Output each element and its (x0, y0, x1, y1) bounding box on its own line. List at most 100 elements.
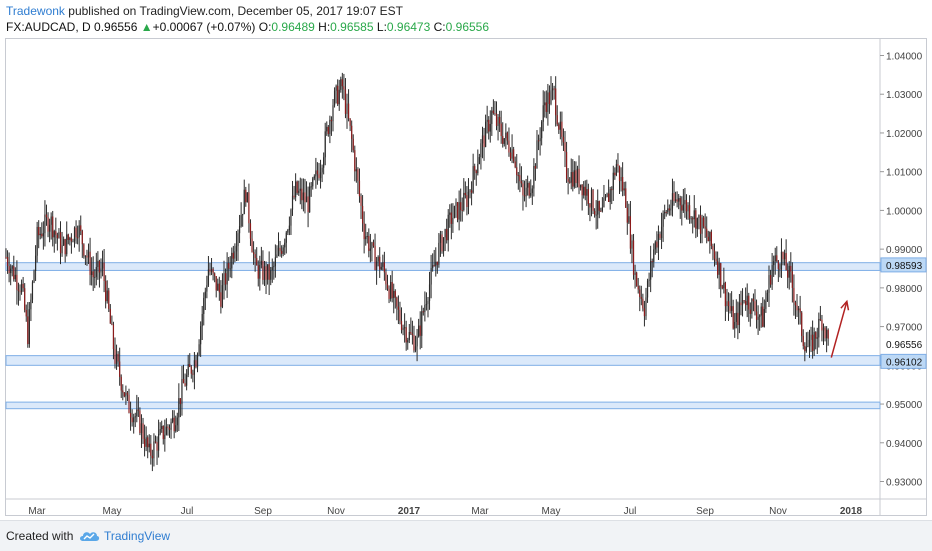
x-tick-label: Nov (769, 506, 787, 517)
candle-body (72, 241, 74, 243)
candle-body (333, 90, 336, 106)
candle-body (379, 256, 381, 270)
candle-body (49, 224, 51, 232)
candle-body (220, 292, 222, 307)
candle-body (204, 291, 206, 298)
candle-body (523, 195, 526, 197)
candle-body (50, 216, 52, 225)
x-tick-label: Mar (28, 506, 46, 517)
candle-body (489, 123, 491, 132)
candle-body (439, 234, 442, 243)
y-tick-label: 0.99000 (886, 245, 923, 256)
price-tag-box (881, 336, 926, 351)
candle-body (503, 138, 505, 144)
candle-body (617, 164, 619, 166)
candle-body (252, 252, 255, 255)
candle-body (103, 262, 105, 281)
candle-body (8, 266, 10, 274)
candle-body (561, 121, 563, 137)
candle-body (435, 261, 437, 267)
candle-body (221, 285, 224, 307)
candle-body (270, 270, 272, 280)
candle-body (137, 409, 139, 411)
candle-body (453, 206, 456, 218)
candle-body (737, 312, 739, 326)
candle-body (290, 209, 292, 226)
candle-body (499, 117, 501, 124)
candle-body (788, 265, 790, 278)
candle-body (606, 193, 608, 197)
candle-body (344, 89, 347, 114)
candle-body (404, 327, 406, 329)
candle-body (766, 292, 769, 301)
candle-body (34, 255, 37, 271)
candle-body (229, 268, 231, 270)
candle-body (569, 181, 571, 183)
candle-body (402, 327, 404, 331)
candle-body (594, 210, 596, 215)
x-tick-label: Jul (181, 506, 194, 517)
candle-body (726, 301, 728, 307)
x-tick-label: Jul (624, 506, 637, 517)
candle-body (542, 105, 544, 122)
candle-body (773, 261, 775, 266)
candle-body (260, 260, 262, 265)
candle-body (564, 142, 566, 152)
candle-body (383, 262, 385, 273)
candle-body (240, 215, 242, 227)
candle-body (601, 207, 603, 211)
x-tick-label: Sep (254, 506, 272, 517)
candle-body (807, 346, 809, 348)
candle-body (228, 262, 230, 269)
candle-body (422, 311, 424, 313)
candle-body (215, 276, 217, 291)
candle-body (198, 344, 200, 355)
symbol-info: FX:AUDCAD, D 0.96556 ▲+0.00067 (+0.07%) … (6, 19, 489, 35)
candle-body (419, 325, 421, 336)
candle-body (61, 245, 63, 254)
candle-body (271, 267, 273, 271)
chart-frame (5, 38, 927, 516)
candle-body (810, 334, 812, 340)
tradingview-cloud-icon[interactable] (78, 528, 100, 544)
candle-body (115, 353, 118, 364)
open-value: 0.96489 (271, 20, 315, 34)
candle-body (337, 85, 339, 105)
candle-body (277, 247, 280, 255)
candle-body (396, 297, 398, 307)
candle-body (330, 119, 333, 122)
candle-body (168, 428, 171, 430)
candle-body (19, 290, 21, 293)
candle-body (17, 289, 20, 291)
price-chart[interactable]: 0.930000.940000.950000.960000.970000.980… (0, 0, 932, 520)
candle-body (173, 417, 175, 432)
candle-body (39, 233, 41, 236)
candle-body (156, 442, 158, 451)
candle-body (112, 324, 115, 350)
candle-body (133, 417, 135, 423)
candle-body (214, 273, 216, 277)
candle-body (56, 234, 58, 239)
tradingview-brand-link[interactable]: TradingView (104, 529, 171, 543)
candle-body (106, 290, 108, 302)
candle-body (612, 172, 614, 190)
candle-body (765, 300, 767, 309)
candle-body (231, 252, 233, 269)
candle-body (13, 266, 15, 280)
candle-body (768, 275, 770, 293)
candle-body (456, 202, 459, 220)
candle-body (821, 319, 823, 331)
candle-body (407, 340, 409, 343)
candle-body (288, 225, 290, 231)
x-tick-label: Nov (327, 506, 345, 517)
candle-body (63, 239, 65, 246)
candle-body (139, 410, 141, 434)
x-tick-label: May (103, 506, 122, 517)
author-link[interactable]: Tradewonk (6, 4, 65, 18)
candle-body (232, 252, 234, 259)
candle-body (701, 217, 703, 234)
candle-body (28, 309, 30, 345)
candle-body (340, 79, 342, 90)
high-value: 0.96585 (330, 20, 374, 34)
candle-body (248, 192, 250, 224)
